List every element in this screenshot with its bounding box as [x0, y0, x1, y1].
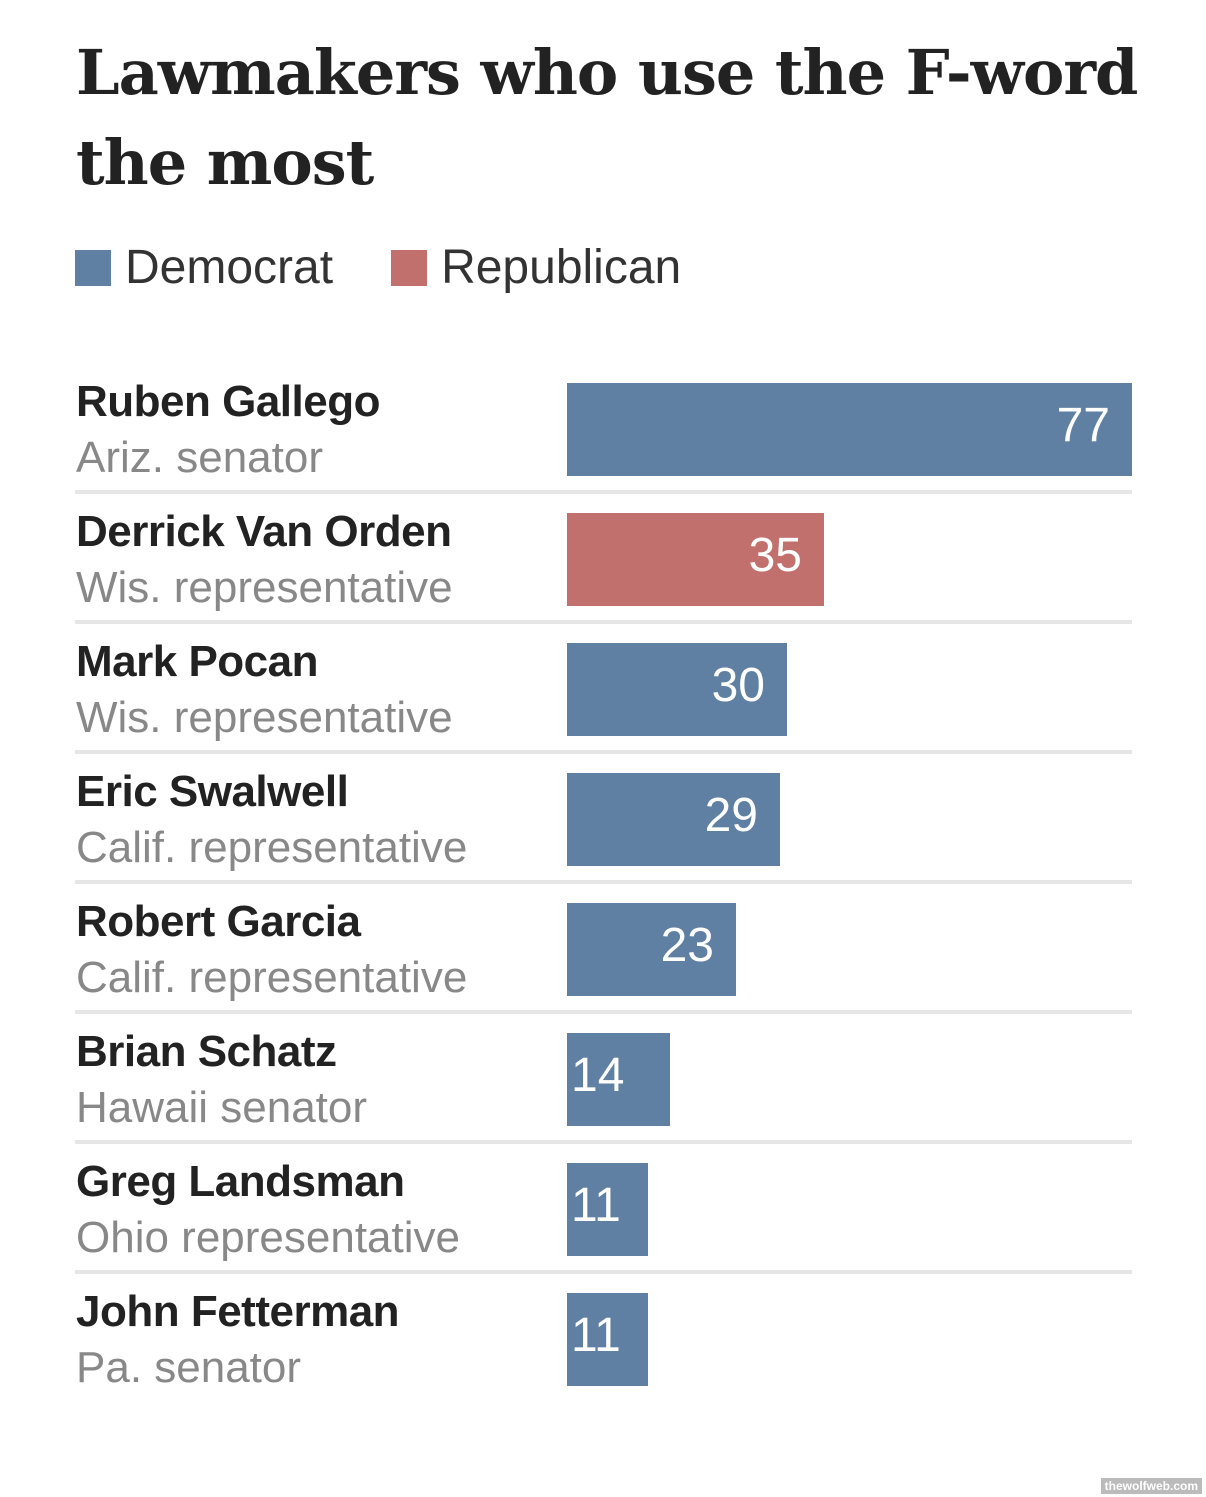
lawmaker-role: Pa. senator — [76, 1343, 302, 1392]
bar-row: John Fetterman Pa. senator 11 — [0, 1287, 1206, 1423]
lawmaker-role: Ariz. senator — [76, 433, 323, 482]
legend-item-democrat: Democrat — [75, 240, 333, 295]
bar-value-label: 11 — [571, 1309, 621, 1362]
bar-value-label: 23 — [660, 919, 714, 972]
lawmaker-name: Brian Schatz — [76, 1027, 337, 1076]
bar-value-label: 14 — [571, 1049, 625, 1102]
bar-row: Eric Swalwell Calif. representative 29 — [0, 767, 1206, 903]
row-divider — [75, 1010, 1132, 1014]
lawmaker-name: John Fetterman — [76, 1287, 400, 1336]
lawmaker-name: Eric Swalwell — [76, 767, 349, 816]
bar: 23 — [567, 903, 736, 996]
lawmaker-role: Wis. representative — [76, 563, 453, 612]
bar: 35 — [567, 513, 824, 606]
chart-title: Lawmakers who use the F-word the most — [76, 36, 1138, 199]
row-divider — [75, 490, 1132, 494]
legend-label-democrat: Democrat — [125, 241, 334, 294]
legend: Democrat Republican — [75, 240, 739, 295]
lawmaker-name: Robert Garcia — [76, 897, 361, 946]
bar-value-label: 30 — [711, 659, 765, 712]
legend-label-republican: Republican — [441, 241, 682, 294]
lawmaker-role: Wis. representative — [76, 693, 453, 742]
lawmaker-name: Ruben Gallego — [76, 377, 380, 426]
lawmaker-name: Derrick Van Orden — [76, 507, 452, 556]
bar-row: Mark Pocan Wis. representative 30 — [0, 637, 1206, 773]
bar: 11 — [567, 1163, 648, 1256]
lawmaker-name: Mark Pocan — [76, 637, 318, 686]
legend-swatch-republican — [391, 249, 428, 286]
bar: 14 — [567, 1033, 670, 1126]
bar: 11 — [567, 1293, 648, 1386]
legend-swatch-democrat — [75, 249, 111, 286]
legend-item-republican: Republican — [391, 240, 681, 295]
lawmaker-name: Greg Landsman — [76, 1157, 405, 1206]
bar-value-label: 35 — [748, 529, 802, 582]
bar: 77 — [567, 383, 1132, 476]
bar-value-label: 11 — [571, 1179, 621, 1232]
bar-value-label: 77 — [1056, 399, 1110, 452]
bar-row: Ruben Gallego Ariz. senator 77 — [0, 377, 1206, 513]
row-divider — [75, 1140, 1132, 1144]
lawmaker-role: Calif. representative — [76, 823, 468, 872]
bar-row: Derrick Van Orden Wis. representative 35 — [0, 507, 1206, 643]
bar-value-label: 29 — [704, 789, 758, 842]
bar: 30 — [567, 643, 787, 736]
row-divider — [75, 620, 1132, 624]
row-divider — [75, 750, 1132, 754]
lawmaker-role: Hawaii senator — [76, 1083, 368, 1132]
watermark: thewolfweb.com — [1100, 1478, 1202, 1494]
lawmaker-role: Calif. representative — [76, 953, 468, 1002]
lawmaker-role: Ohio representative — [76, 1213, 460, 1262]
bar-row: Brian Schatz Hawaii senator 14 — [0, 1027, 1206, 1163]
row-divider — [75, 1270, 1132, 1274]
bar-row: Robert Garcia Calif. representative 23 — [0, 897, 1206, 1033]
bar: 29 — [567, 773, 780, 866]
row-divider — [75, 880, 1132, 884]
bar-row: Greg Landsman Ohio representative 11 — [0, 1157, 1206, 1293]
